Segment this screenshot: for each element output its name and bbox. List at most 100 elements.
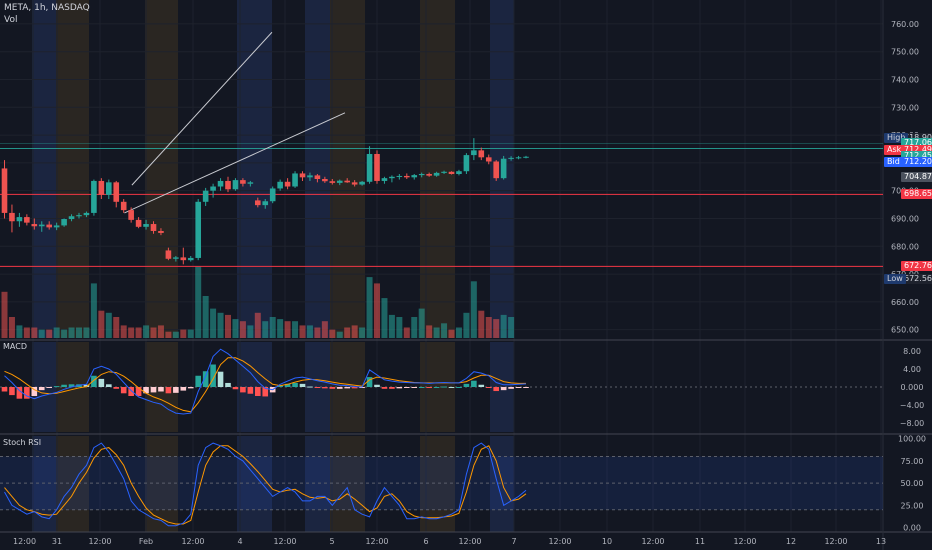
volume-bar <box>366 277 373 338</box>
macd-histogram-bar <box>381 387 388 389</box>
stoch-rsi-label[interactable]: Stoch RSI <box>3 438 42 447</box>
candle-body <box>269 188 276 202</box>
macd-histogram-bar <box>448 387 455 388</box>
candle-body <box>91 180 97 213</box>
time-tick-label: 7 <box>511 537 516 546</box>
volume-bar <box>344 327 351 338</box>
time-tick-label: 12:00 <box>548 537 571 546</box>
session-band <box>32 0 56 338</box>
macd-histogram-bar <box>247 387 254 394</box>
candle-body <box>195 201 201 258</box>
stoch-tick-label: 100.00 <box>898 435 926 444</box>
volume-bar <box>351 325 358 338</box>
candle-body <box>381 178 388 181</box>
time-tick-label: 12:00 <box>273 537 296 546</box>
candle-body <box>515 157 522 159</box>
macd-histogram-bar <box>180 387 187 391</box>
volume-bar <box>172 331 179 338</box>
macd-histogram-bar <box>46 387 52 388</box>
candle-body <box>173 257 179 259</box>
price-tag-value: 704.87 <box>901 172 932 183</box>
price-tick-label: 680.00 <box>891 242 919 251</box>
volume-bar <box>374 283 380 338</box>
macd-histogram-bar <box>463 383 470 387</box>
macd-histogram-bar <box>322 387 328 389</box>
candle-body <box>255 200 261 206</box>
macd-histogram-bar <box>396 387 403 389</box>
macd-label[interactable]: MACD <box>3 342 27 351</box>
volume-bar <box>68 327 75 338</box>
volume-label: Vol <box>4 15 18 25</box>
symbol-title[interactable]: META, 1h, NASDAQ <box>4 3 90 13</box>
macd-histogram-bar <box>83 384 90 387</box>
volume-bar <box>53 327 60 338</box>
price-tick-label: 740.00 <box>891 75 919 84</box>
candle-body <box>389 176 395 179</box>
time-tick-label: 12:00 <box>733 537 756 546</box>
volume-bars <box>1 266 515 338</box>
time-tick-label: 12:00 <box>181 537 204 546</box>
session-band <box>145 0 178 338</box>
volume-bar <box>418 308 425 338</box>
macd-histogram-bar <box>217 371 224 387</box>
volume-bar <box>262 321 269 338</box>
candle-body <box>24 217 30 223</box>
price-tick-label: 660.00 <box>891 298 919 307</box>
volume-bar <box>269 317 276 338</box>
time-tick-label: Feb <box>139 537 153 546</box>
candle-body <box>329 181 336 183</box>
macd-histogram-bar <box>120 387 127 394</box>
candle-body <box>411 175 418 178</box>
macd-histogram-bar <box>262 387 269 397</box>
volume-bar <box>493 319 500 338</box>
trendline <box>124 112 346 214</box>
session-band <box>56 0 89 338</box>
candle-body <box>448 171 455 174</box>
macd-histogram-bar <box>150 387 157 393</box>
macd-histogram-bar <box>202 371 209 387</box>
macd-histogram-bar <box>165 387 172 394</box>
time-tick-label: 10 <box>602 537 612 546</box>
time-tick-label: 12:00 <box>458 537 481 546</box>
candle-body <box>292 173 298 187</box>
volume-bar <box>128 327 135 338</box>
candle-body <box>418 174 425 176</box>
volume-bar <box>46 329 53 338</box>
volume-bar <box>210 308 217 338</box>
trendlines[interactable] <box>124 31 346 214</box>
candle-body <box>61 219 67 226</box>
volume-bar <box>396 317 403 338</box>
stoch-k-line <box>4 442 527 527</box>
candle-body <box>493 161 499 179</box>
macd-histogram-bar <box>478 384 485 387</box>
macd-tick-label: −8.00 <box>900 419 925 428</box>
candle-body <box>456 171 462 174</box>
macd-histogram-bar <box>187 387 194 389</box>
horizontal-levels[interactable] <box>0 142 883 267</box>
volume-bar <box>31 327 38 338</box>
volume-bar <box>441 323 448 338</box>
macd-histogram-bar <box>143 387 149 394</box>
session-band <box>56 436 89 532</box>
macd-histogram-bar <box>500 387 507 391</box>
macd-histogram-bar <box>232 387 239 390</box>
macd-histogram-bar <box>292 382 298 387</box>
session-band <box>145 436 178 532</box>
candle-body <box>38 224 45 227</box>
price-tag-value: 717.06 <box>901 138 932 149</box>
macd-tick-label: 8.00 <box>903 347 921 356</box>
time-tick-label: 6 <box>423 537 428 546</box>
candle-body <box>336 180 343 183</box>
price-tag-label: Ask <box>884 145 905 156</box>
volume-bar <box>135 327 142 338</box>
price-tick-label: 750.00 <box>891 48 919 57</box>
volume-bar <box>23 327 30 338</box>
macd-histogram-bar <box>404 387 410 388</box>
candle-body <box>262 201 269 206</box>
volume-bar <box>61 329 68 338</box>
candle-body <box>53 225 60 228</box>
macd-histogram-bar <box>441 386 447 388</box>
volume-bar <box>187 329 194 338</box>
macd-histogram-bar <box>277 385 283 387</box>
